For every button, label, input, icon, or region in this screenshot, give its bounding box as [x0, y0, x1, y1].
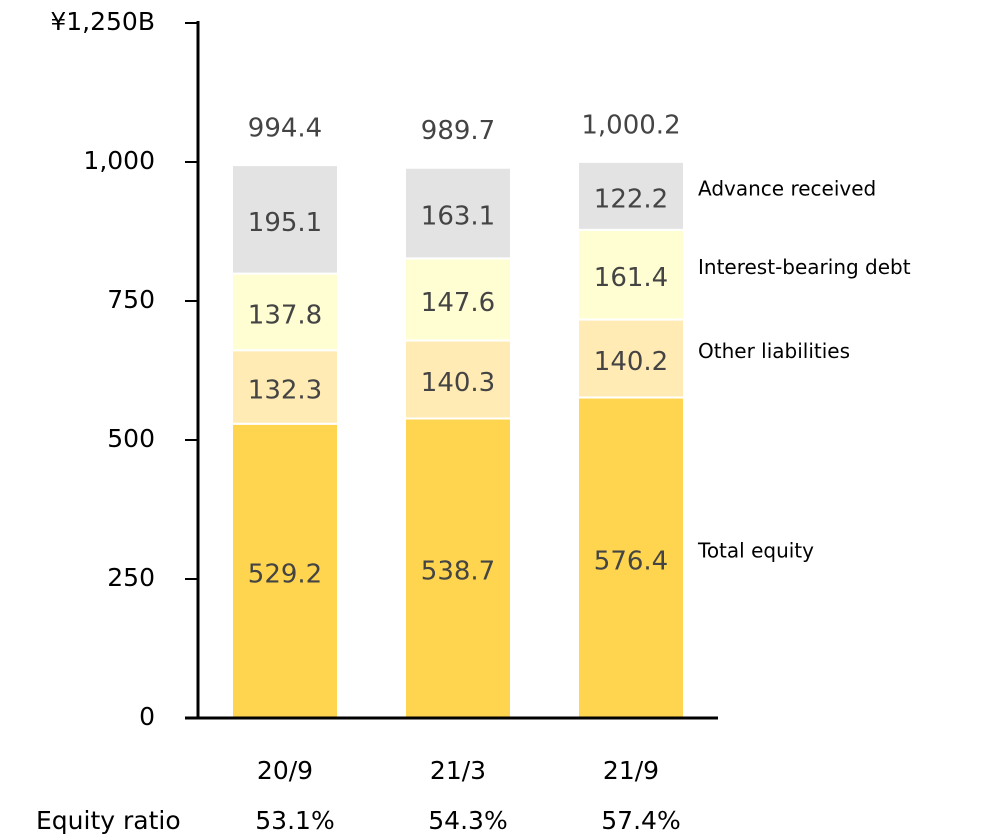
segment-label: 140.3: [421, 368, 495, 398]
equity-ratio: 53.1%: [255, 806, 334, 835]
equity-ratio-label: Equity ratio: [36, 806, 181, 835]
series-name: Other liabilities: [698, 339, 850, 363]
bar-segment: [577, 228, 685, 321]
segment-label: 137.8: [248, 300, 322, 330]
bar-segment: [577, 160, 685, 231]
segment-label: 576.4: [594, 546, 668, 576]
x-tick-label: 20/9: [257, 756, 313, 785]
y-tick-label: 750: [107, 285, 155, 314]
segment-label: 122.2: [594, 184, 668, 214]
y-tick-label: 0: [139, 702, 155, 731]
series-name: Interest-bearing debt: [698, 255, 911, 279]
segment-label: 147.6: [421, 288, 495, 318]
segment-label: 163.1: [421, 202, 495, 232]
bar-segment: [231, 164, 339, 275]
bar-segment: [404, 257, 512, 342]
segment-label: 161.4: [594, 263, 668, 293]
series-name: Total equity: [697, 538, 814, 562]
segment-label: 195.1: [248, 208, 322, 238]
y-tick-label: 250: [107, 563, 155, 592]
x-tick-label: 21/9: [603, 756, 659, 785]
segment-label: 529.2: [248, 559, 322, 589]
bar-segment: [404, 339, 512, 420]
equity-ratio: 57.4%: [601, 806, 680, 835]
y-tick-label: ¥1,250B: [50, 7, 155, 36]
segment-label: 132.3: [248, 375, 322, 405]
bar-segment: [231, 349, 339, 425]
series-name: Advance received: [698, 176, 876, 200]
x-tick-label: 21/3: [430, 756, 486, 785]
bar-segment: [404, 417, 512, 719]
segment-label: 140.2: [594, 347, 668, 377]
segment-label: 538.7: [421, 557, 495, 587]
equity-ratio: 54.3%: [428, 806, 507, 835]
total-label: 989.7: [421, 116, 495, 146]
bar-segment: [404, 166, 512, 260]
total-label: 1,000.2: [581, 110, 680, 140]
total-label: 994.4: [248, 114, 322, 144]
y-tick-label: 500: [107, 424, 155, 453]
bar-segment: [577, 318, 685, 399]
bar-segment: [231, 272, 339, 352]
y-tick-label: 1,000: [83, 146, 155, 175]
